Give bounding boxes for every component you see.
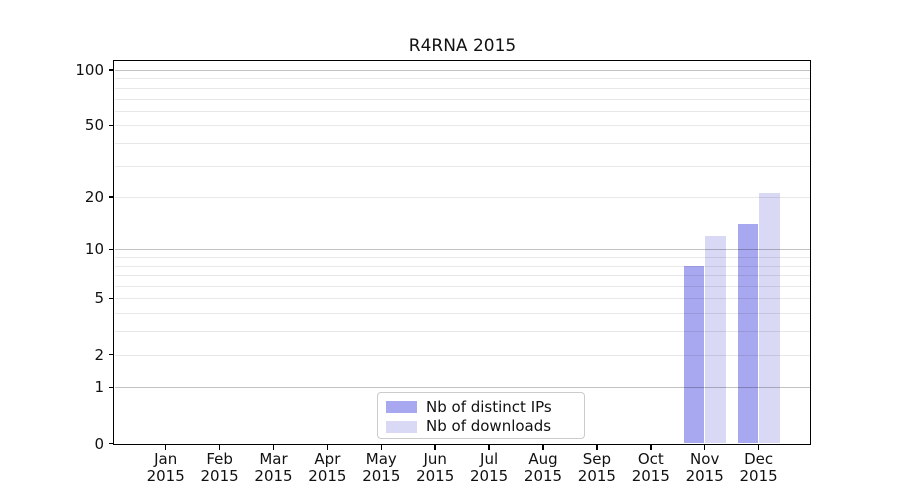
x-axis-tick-label: May 2015 [362, 450, 401, 485]
x-axis-tick-label: Dec 2015 [739, 450, 778, 485]
legend-swatch-downloads [386, 420, 417, 433]
x-tick-mark [596, 445, 598, 450]
y-axis-tick-label: 5 [94, 289, 104, 308]
x-axis-tick-label: Jun 2015 [416, 450, 455, 485]
legend-label: Nb of distinct IPs [426, 397, 552, 416]
gridline-minor [114, 354, 810, 356]
x-axis-tick-label: Aug 2015 [523, 450, 563, 485]
y-tick-mark [108, 353, 113, 356]
gridline-minor [114, 165, 810, 167]
gridline-minor [114, 78, 810, 80]
y-axis-tick-label: 20 [84, 188, 104, 207]
y-axis-tick-label: 0 [94, 434, 104, 453]
bar-dec-2015-downloads [759, 193, 780, 444]
bar-nov-2015-distinct-ips [683, 265, 705, 444]
x-axis-tick-label: Jan 2015 [146, 450, 185, 485]
y-tick-mark [108, 297, 113, 300]
bar-dec-2015-distinct-ips [737, 224, 759, 444]
x-tick-mark [542, 445, 544, 450]
x-axis-tick-label: Apr 2015 [308, 450, 347, 485]
gridline-major [114, 70, 810, 71]
x-tick-mark [757, 445, 760, 450]
x-axis-tick-label: Jul 2015 [470, 450, 509, 485]
x-axis-tick-label: Sep 2015 [577, 450, 616, 485]
y-tick-mark [108, 69, 113, 71]
gridline-minor [114, 142, 810, 144]
x-axis-tick-label: Oct 2015 [631, 450, 670, 485]
y-tick-mark [108, 124, 113, 127]
x-tick-mark [164, 445, 167, 450]
gridline-minor [114, 313, 810, 315]
gridline-minor [114, 197, 810, 199]
x-tick-mark [218, 445, 221, 450]
gridline-minor [114, 98, 810, 100]
gridline-major [114, 249, 810, 251]
x-tick-mark [380, 445, 383, 450]
x-tick-mark [650, 445, 652, 450]
gridline-minor [114, 298, 810, 300]
y-tick-mark [108, 442, 113, 445]
y-tick-mark [108, 196, 113, 198]
legend: Nb of distinct IPs Nb of downloads [377, 391, 585, 439]
x-tick-mark [488, 445, 490, 450]
x-tick-mark [326, 445, 329, 450]
gridline-minor [114, 125, 810, 127]
legend-item: Nb of downloads [378, 417, 584, 437]
x-axis-tick-label: Nov 2015 [685, 450, 724, 485]
y-tick-mark [108, 386, 113, 389]
bar-nov-2015-downloads [705, 235, 726, 444]
gridline-minor [114, 286, 810, 288]
gridline-minor [114, 110, 810, 112]
legend-swatch-distinct-ips [386, 401, 417, 414]
y-axis-tick-label: 50 [84, 116, 104, 135]
legend-label: Nb of downloads [426, 417, 552, 436]
y-axis-tick-label: 100 [75, 61, 104, 79]
x-tick-mark [434, 445, 436, 450]
y-axis-tick-label: 10 [84, 240, 104, 259]
chart-title: R4RNA 2015 [408, 36, 517, 56]
gridline-minor [114, 331, 810, 333]
x-axis-tick-label: Feb 2015 [200, 450, 239, 485]
y-tick-mark [108, 248, 113, 251]
y-axis-tick-label: 2 [94, 345, 104, 364]
gridline-minor [114, 275, 810, 277]
gridline-minor [114, 257, 810, 259]
legend-item: Nb of distinct IPs [378, 398, 584, 418]
gridline-minor [114, 265, 810, 267]
y-axis-tick-label: 1 [94, 378, 104, 397]
gridline-minor [114, 87, 810, 89]
x-tick-mark [703, 445, 706, 450]
x-tick-mark [272, 445, 275, 450]
x-axis-tick-label: Mar 2015 [254, 450, 293, 485]
gridline-major [114, 387, 810, 389]
